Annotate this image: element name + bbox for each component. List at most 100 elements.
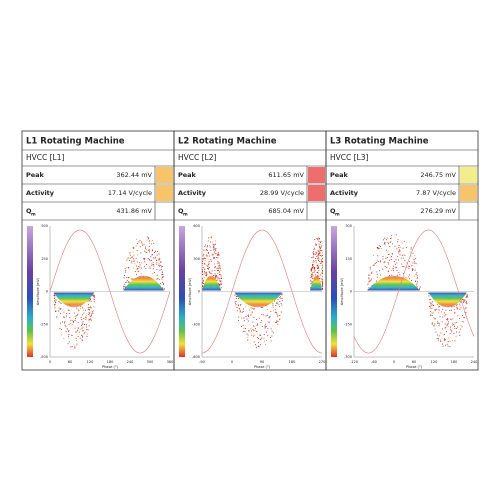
scatter-dot <box>207 266 209 267</box>
scatter-dot <box>392 243 393 245</box>
scatter-dot <box>317 239 319 241</box>
scatter-dot <box>390 235 392 237</box>
scatter-dot <box>89 306 91 308</box>
scatter-dot <box>408 265 410 267</box>
scatter-dot <box>150 256 152 258</box>
scatter-dot <box>456 328 458 330</box>
scatter-dot <box>76 343 78 345</box>
scatter-dot <box>68 341 70 343</box>
scatter-dot <box>396 262 398 264</box>
scatter-dot <box>384 265 386 267</box>
scatter-dot <box>380 260 381 262</box>
scatter-dot <box>135 257 137 259</box>
scatter-dot <box>375 262 377 264</box>
scatter-dot <box>317 266 319 268</box>
scatter-dot <box>414 255 416 257</box>
y-tick-label: 300 <box>345 224 352 228</box>
scatter-dot <box>268 321 270 323</box>
scatter-dot <box>245 327 246 329</box>
scatter-dot <box>158 259 160 261</box>
scatter-dot <box>320 249 322 251</box>
scatter-dot <box>317 238 319 240</box>
scatter-dot <box>258 338 259 339</box>
scatter-dot <box>72 320 74 322</box>
scatter-dot <box>220 284 222 286</box>
scatter-dot <box>313 260 315 262</box>
scatter-dot <box>317 275 319 277</box>
scatter-dot <box>156 259 158 261</box>
scatter-dot <box>277 315 279 317</box>
scatter-dot <box>202 274 203 276</box>
scatter-dot <box>204 260 206 262</box>
scatter-dot <box>449 326 451 328</box>
scatter-dot <box>136 268 138 270</box>
scatter-dot <box>82 321 84 323</box>
scatter-dot <box>213 275 214 276</box>
scatter-dot <box>444 339 446 341</box>
scatter-dot <box>267 328 269 330</box>
scatter-dot <box>442 316 444 318</box>
scatter-dot <box>413 269 415 270</box>
scatter-dot <box>377 247 379 249</box>
scatter-dot <box>429 301 431 303</box>
scatter-dot <box>387 251 389 253</box>
scatter-dot <box>269 316 271 318</box>
scatter-dot <box>136 274 138 276</box>
scatter-dot <box>93 299 95 300</box>
scatter-dot <box>215 249 217 251</box>
scatter-dot <box>276 321 278 323</box>
scatter-dot <box>93 306 95 308</box>
scatter-dot <box>202 264 203 266</box>
row-label-sub: m <box>31 213 36 218</box>
scatter-dot <box>368 277 370 279</box>
scatter-dot <box>147 238 149 240</box>
scatter-dot <box>463 317 465 319</box>
scatter-dot <box>268 322 270 324</box>
scatter-dot <box>256 319 258 320</box>
scatter-dot <box>202 263 204 264</box>
scatter-dot <box>139 240 141 241</box>
scatter-dot <box>374 262 376 264</box>
scatter-dot <box>451 340 453 341</box>
scatter-dot <box>314 267 316 269</box>
scatter-dot <box>215 275 216 277</box>
scatter-dot <box>376 276 378 278</box>
scatter-dot <box>205 273 207 275</box>
scatter-dot <box>239 310 241 312</box>
scatter-dot <box>387 237 389 239</box>
row-value: 7.87 V/cycle <box>416 189 456 197</box>
scatter-dot <box>442 334 444 336</box>
scatter-dot <box>88 299 90 301</box>
scatter-dot <box>311 267 313 269</box>
scatter-dot <box>209 246 211 248</box>
scatter-dot <box>451 331 453 333</box>
scatter-dot <box>213 248 215 250</box>
scatter-dot <box>255 331 257 332</box>
scatter-dot <box>260 321 262 323</box>
scatter-dot <box>431 307 433 309</box>
scatter-dot <box>163 283 164 285</box>
scatter-dot <box>275 311 277 313</box>
scatter-dot <box>319 262 321 264</box>
scatter-dot <box>395 234 397 236</box>
row-label-sub: m <box>183 213 188 218</box>
scatter-dot <box>126 280 128 282</box>
scatter-dot <box>162 282 164 284</box>
scatter-dot <box>86 335 88 337</box>
scatter-dot <box>277 298 279 300</box>
scatter-dot <box>391 256 393 257</box>
x-tick-label: 360 <box>167 360 174 364</box>
colorbar <box>331 226 337 357</box>
status-indicator <box>308 185 325 201</box>
scatter-dot <box>312 271 314 273</box>
scatter-dot <box>234 294 236 296</box>
scatter-dot <box>145 267 147 269</box>
scatter-dot <box>312 264 314 266</box>
scatter-dot <box>438 339 439 341</box>
scatter-dot <box>394 261 396 263</box>
scatter-dot <box>68 330 70 331</box>
scatter-dot <box>55 302 57 304</box>
scatter-dot <box>445 309 447 311</box>
scatter-dot <box>445 326 447 328</box>
scatter-dot <box>83 312 85 314</box>
